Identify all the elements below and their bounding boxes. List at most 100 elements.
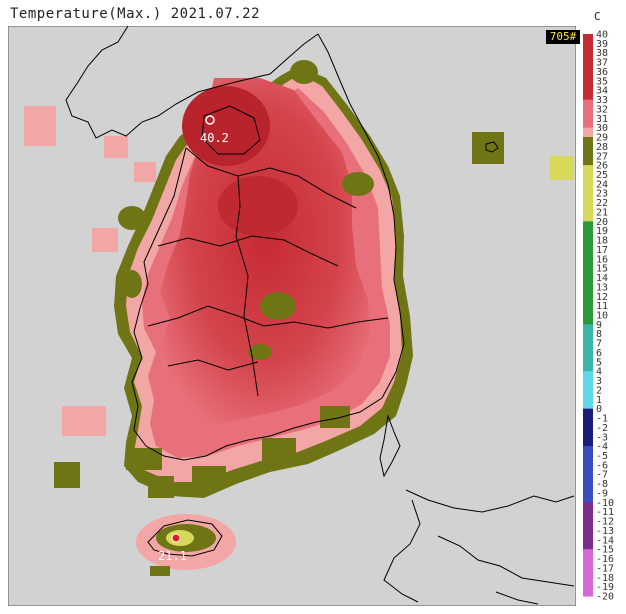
scale-swatch xyxy=(583,240,593,250)
ulleung-outline xyxy=(485,141,499,153)
scale-tick-label: -20 xyxy=(596,592,614,603)
scale-tick-label: 12 xyxy=(596,292,608,303)
cool-patch-west xyxy=(118,206,146,230)
scale-swatch xyxy=(583,586,593,597)
scale-tick-label: -7 xyxy=(596,470,608,481)
scale-tick-label: -11 xyxy=(596,507,614,518)
scale-tick-label: 30 xyxy=(596,123,608,134)
coastline-south xyxy=(133,397,383,461)
scale-tick-label: 10 xyxy=(596,311,608,322)
scale-swatch xyxy=(583,258,593,269)
scale-tick-label: 20 xyxy=(596,217,608,228)
scale-tick-label: 11 xyxy=(596,301,608,312)
scale-swatch xyxy=(583,211,593,222)
scale-swatch xyxy=(583,127,593,138)
scale-tick-label: 26 xyxy=(596,161,608,172)
cool-patch-north xyxy=(290,60,318,84)
scale-swatch xyxy=(583,511,593,522)
scale-swatch xyxy=(583,174,593,185)
scale-swatch xyxy=(583,90,593,101)
scale-swatch xyxy=(583,118,593,129)
scale-tick-label: -15 xyxy=(596,545,614,556)
scale-swatch xyxy=(583,558,593,569)
scale-tick-label: 5 xyxy=(596,357,602,368)
scale-tick-label: -16 xyxy=(596,554,614,565)
scale-tick-label: 28 xyxy=(596,142,608,153)
scale-tick-label: 34 xyxy=(596,86,608,97)
seoul-boundary xyxy=(201,105,261,155)
scale-swatch xyxy=(583,277,593,288)
scale-swatch xyxy=(583,502,593,513)
scale-tick-label: -12 xyxy=(596,517,614,528)
scale-tick-label: -13 xyxy=(596,526,614,537)
scale-swatch xyxy=(583,408,593,419)
scale-swatch xyxy=(583,399,593,410)
scale-swatch xyxy=(583,464,593,475)
island-olive-3 xyxy=(148,476,174,498)
scale-swatch xyxy=(583,333,593,344)
scale-swatch xyxy=(583,315,593,325)
dokdo-yellow xyxy=(550,156,574,180)
min-marker xyxy=(171,533,181,543)
island-pink-3 xyxy=(134,162,156,182)
scale-tick-label: 19 xyxy=(596,226,608,237)
scale-swatch xyxy=(583,483,593,494)
scale-swatch xyxy=(583,389,593,400)
island-pink-2 xyxy=(104,136,128,158)
scale-swatch xyxy=(583,492,593,503)
japan-coast-4 xyxy=(437,535,575,587)
scale-swatch xyxy=(583,577,593,588)
island-olive-5 xyxy=(262,438,296,466)
japan-coast-1 xyxy=(379,414,401,478)
scale-swatch xyxy=(583,165,593,175)
province-border-1 xyxy=(185,147,357,209)
max-value-label: 40.2 xyxy=(200,131,229,145)
scale-swatch xyxy=(583,52,593,63)
scale-tick-label: -1 xyxy=(596,414,608,425)
scale-tick-label: 13 xyxy=(596,282,608,293)
scale-swatch xyxy=(583,380,593,391)
temperature-color-scale: 4039383736353433323130292827262524232221… xyxy=(583,30,614,603)
scale-swatch xyxy=(583,521,593,531)
scale-tick-label: -19 xyxy=(596,582,614,593)
scale-swatch xyxy=(583,296,593,307)
station-count-badge: 705# xyxy=(546,30,580,44)
unit-label: C xyxy=(594,10,601,23)
scale-swatch xyxy=(583,155,593,166)
scale-swatch xyxy=(583,427,593,438)
coastline-west xyxy=(131,147,187,431)
scale-swatch xyxy=(583,108,593,119)
scale-tick-label: 18 xyxy=(596,236,608,247)
scale-swatch xyxy=(583,436,593,447)
province-border-5 xyxy=(167,359,259,371)
scale-swatch xyxy=(583,361,593,372)
scale-swatch xyxy=(583,474,593,485)
scale-tick-label: 33 xyxy=(596,95,608,106)
scale-tick-label: -8 xyxy=(596,479,608,490)
japan-coast-2 xyxy=(405,489,575,513)
scale-swatch xyxy=(583,80,593,91)
scale-tick-label: 2 xyxy=(596,385,602,396)
scale-swatch xyxy=(583,530,593,541)
scale-tick-label: -17 xyxy=(596,563,614,574)
scale-tick-label: 38 xyxy=(596,48,608,59)
coastline-east xyxy=(317,33,405,399)
scale-tick-label: 1 xyxy=(596,395,602,406)
scale-swatch xyxy=(583,446,593,456)
scale-swatch xyxy=(583,249,593,260)
island-olive-1 xyxy=(54,462,80,488)
scale-tick-label: 9 xyxy=(596,320,602,331)
scale-swatch xyxy=(583,193,593,204)
cool-patch-west2 xyxy=(122,270,142,298)
scale-swatch xyxy=(583,43,593,54)
province-border-4 xyxy=(235,175,259,397)
hot-spot-seoul xyxy=(182,86,270,166)
scale-tick-label: 17 xyxy=(596,245,608,256)
scale-tick-label: 27 xyxy=(596,151,608,162)
scale-tick-label: -10 xyxy=(596,498,614,509)
temperature-map: 40.2 21.1 xyxy=(8,26,576,606)
scale-tick-label: -18 xyxy=(596,573,614,584)
scale-swatch xyxy=(583,99,593,110)
scale-swatch xyxy=(583,567,593,578)
scale-tick-label: 40 xyxy=(596,30,608,41)
